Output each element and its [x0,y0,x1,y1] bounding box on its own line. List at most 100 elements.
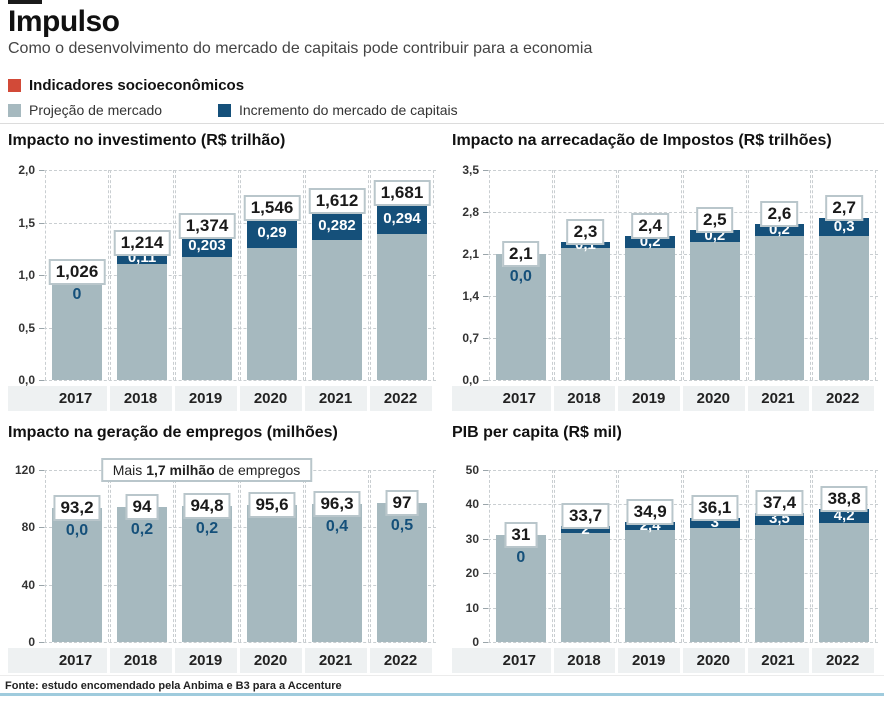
year-column: 0 1,026 [45,170,109,380]
bar-market-projection [182,235,232,380]
y-tick-label: 10 [465,600,479,615]
footer-blue-rule [0,693,884,696]
bar-market-projection [560,242,611,380]
bar-capital-increment [117,252,167,265]
y-tick-label: 1,4 [462,289,479,303]
legend-item-projecao: Projeção de mercado [8,102,162,118]
darkblue-square-icon [217,104,231,117]
bar-capital-increment [312,210,362,241]
annotation-box: Mais 1,7 milhão de empregos [100,458,313,482]
increment-value-label: 0 [516,549,526,567]
y-tick-label: 50 [465,463,479,477]
plot-area: 120 80 40 0 0,0 93,2 0,2 94 0,2 94,8 95,6 0,4 96,3 0,… [8,463,436,649]
total-value-box: 38,8 [820,485,868,512]
axis-tick [483,642,488,643]
year-column: 0,5 97 [370,470,434,642]
x-axis-year-label: 2020 [696,652,731,669]
y-tick-label: 1,5 [18,215,35,230]
x-axis-year-label: 2017 [58,652,93,669]
x-axis-year-label: 2021 [761,652,795,669]
axis-tick [483,607,488,609]
x-axis-year-label: 2021 [318,390,353,407]
total-value-box: 2,1 [502,241,540,267]
y-tick-label: 80 [21,520,35,535]
legend-item-incremento: Incremento do mercado de capitais [217,102,458,118]
bar-capital-increment [690,230,740,242]
increment-value-label: 0,0 [509,268,532,285]
axis-tick [483,573,488,575]
bar-market-projection [819,218,869,380]
year-column: 233,7 [553,470,618,642]
source-note: Fonte: estudo encomendado pela Anbima e … [5,680,342,692]
bar-capital-increment [819,508,869,523]
bar-capital-increment [560,242,611,248]
x-axis-year-label: 2022 [383,652,418,669]
x-axis-band [305,386,367,411]
chart-geracao-empregos: Impacto na geração de empregos (milhões)… [8,424,436,673]
x-axis-band [370,648,432,673]
top-left-crop-strip [8,0,42,4]
bar-market-projection [560,526,611,642]
x-axis-band [747,386,810,411]
chart-title: Impacto na geração de empregos (milhões) [8,424,338,441]
bar-market-projection [625,521,675,642]
bar-market-projection [819,508,869,642]
legend-row: Projeção de mercado Incremento do mercad… [8,102,510,118]
bar-capital-increment [182,235,232,258]
x-axis-year-label: 2017 [502,652,537,669]
bar-capital-increment [625,521,675,531]
x-axis-year-label: 2020 [696,390,731,407]
x-axis-band [8,648,107,673]
total-value-box: 1,026 [48,259,106,286]
total-value-box: 2,3 [566,219,605,245]
year-column: 0,12,3 [553,170,618,380]
header-divider [0,123,884,124]
bar-market-projection [52,272,102,380]
gray-square-icon [8,104,21,117]
legend-item-label: Incremento do mercado de capitais [238,102,458,118]
bar-capital-increment [754,224,805,236]
chart-arrecadacao-impostos: Impacto na arrecadação de Impostos (R$ t… [452,132,878,411]
increment-value-label: 0,203 [188,237,226,255]
total-value-box: 2,7 [825,195,863,221]
bar-market-projection [117,252,167,380]
chart-impacto-investimento: Impacto no investimento (R$ trilhão) 2,0 1… [8,132,436,411]
bar-market-projection [754,513,805,642]
x-axis-band [305,648,367,673]
axis-tick [483,538,488,540]
x-axis-year-label: 2022 [383,390,418,407]
year-column: 3 36,1 [683,470,747,642]
year-column: 0,2 2,4 [618,170,682,380]
bar-market-projection [496,254,546,380]
y-tick-label: 2,8 [462,205,479,219]
increment-value-label: 0,0 [65,522,89,540]
year-column: 0,2 2,6 [747,170,812,380]
bar-market-projection [182,506,232,642]
x-axis-band [175,648,237,673]
total-value-box: 1,546 [243,194,301,221]
y-tick-label: 0,7 [462,331,479,345]
axis-tick [39,327,44,329]
annotation-text: 1,7 milhão [146,462,215,478]
x-axis-year-label: 2018 [123,652,158,669]
increment-value-label: 0,294 [383,209,421,227]
bar-market-projection [52,508,102,642]
year-column: 0,0 2,1 [489,170,553,380]
increment-value-label: 0,2 [195,520,219,538]
x-axis-band [683,386,745,411]
x-axis-band [175,386,237,411]
x-axis-band [812,648,874,673]
x-axis-band [747,648,810,673]
total-value-box: 96,3 [313,490,361,517]
plot-area: 2,0 1,5 1,0 0,5 0,0 0 1,026 0,11 1,214 0,203 1,374… [8,163,436,387]
total-value-box: 2,5 [696,207,734,233]
year-column: 95,6 [240,470,304,642]
page-subtitle: Como o desenvolvimento do mercado de cap… [8,40,593,57]
total-value-box: 1,374 [178,212,236,239]
increment-value-label: 3 [710,513,719,531]
legend-item-label: Projeção de mercado [29,102,163,118]
increment-value-label: 0,29 [257,223,287,241]
y-tick-label: 0,0 [18,373,35,387]
bar-capital-increment [560,526,611,533]
